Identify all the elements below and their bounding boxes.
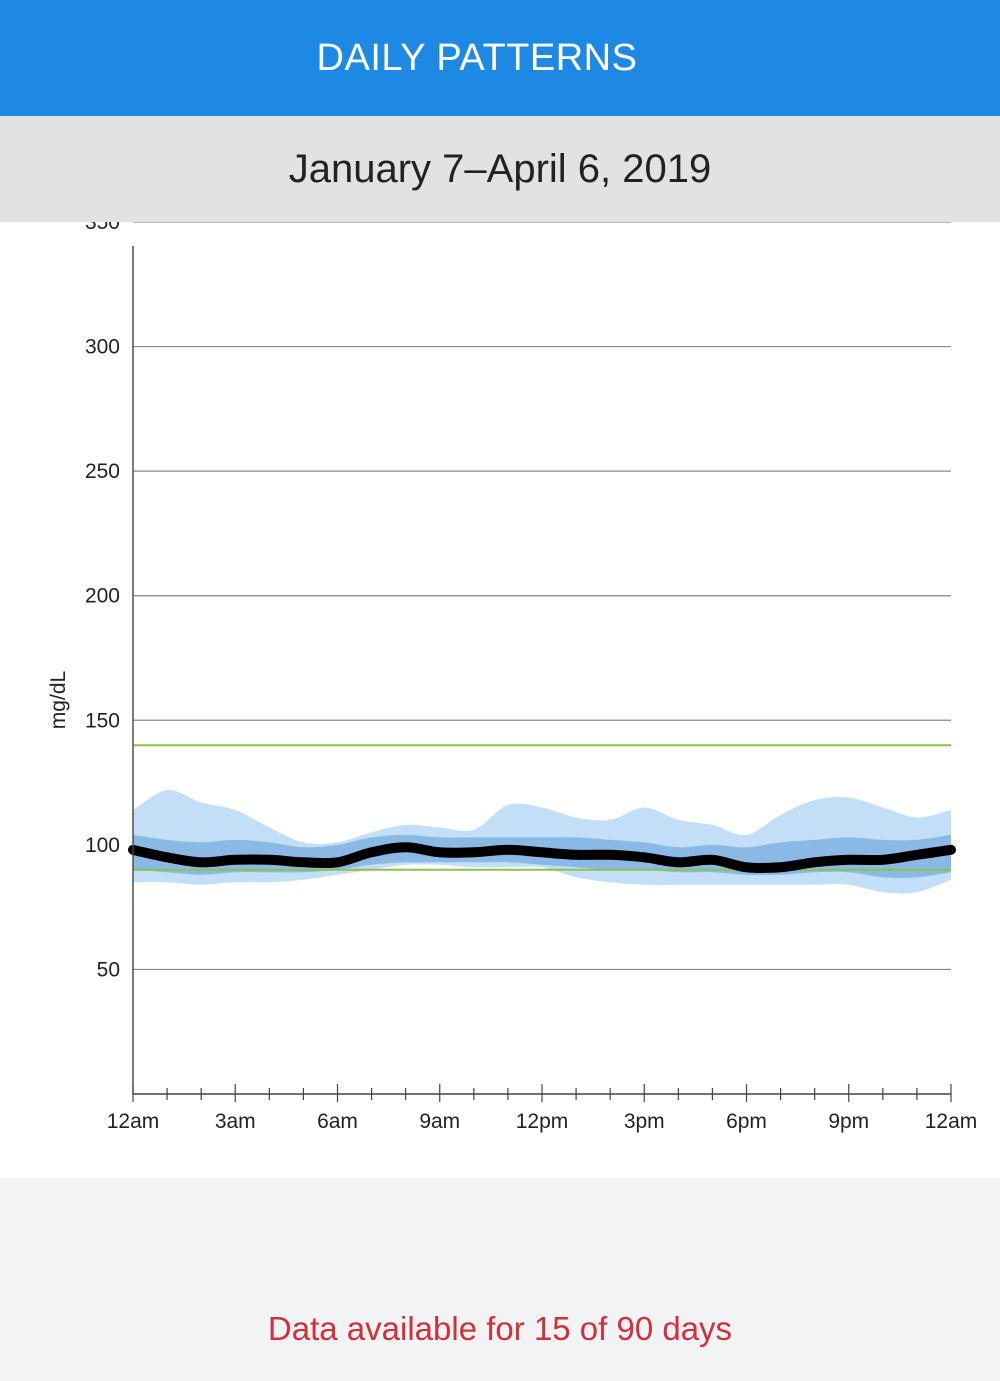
app-header: DAILY PATTERNS xyxy=(0,0,1000,116)
daily-patterns-chart: 50 100 150 200 250 300 350 12am 3am 6am 9am 12pm 3p… xyxy=(0,222,1000,1178)
footer-panel xyxy=(0,1178,1000,1381)
x-tick-label: 6am xyxy=(317,1110,358,1133)
x-tick-label: 6pm xyxy=(726,1110,767,1133)
y-tick-label: 150 xyxy=(85,709,120,732)
y-tick-label: 50 xyxy=(97,958,120,981)
y-tick-label: 200 xyxy=(85,585,120,608)
x-tick-label: 12am xyxy=(107,1110,160,1133)
date-range: January 7–April 6, 2019 xyxy=(288,146,712,191)
data-availability-note: Data available for 15 of 90 days xyxy=(267,1310,733,1347)
y-tick-label: 250 xyxy=(85,460,120,483)
y-axis-labels: 50 100 150 200 250 300 350 xyxy=(85,222,120,981)
y-tick-label: 350 xyxy=(85,222,120,234)
x-axis-ticks xyxy=(132,1084,952,1102)
x-tick-label: 9am xyxy=(419,1110,460,1133)
x-tick-label: 9pm xyxy=(828,1110,869,1133)
date-range-bar: January 7–April 6, 2019 xyxy=(0,116,1000,222)
y-tick-label: 300 xyxy=(85,336,120,359)
median-line xyxy=(128,842,956,874)
x-tick-label: 3am xyxy=(215,1110,256,1133)
page-title: DAILY PATTERNS xyxy=(316,36,638,79)
y-tick-label: 100 xyxy=(85,834,120,857)
y-axis-title: mg/dL xyxy=(47,671,70,729)
x-tick-label: 12pm xyxy=(516,1110,569,1133)
x-tick-label: 3pm xyxy=(624,1110,665,1133)
x-tick-label: 12am xyxy=(925,1110,978,1133)
x-axis-labels: 12am 3am 6am 9am 12pm 3pm 6pm 9pm 12am xyxy=(107,1110,978,1133)
chart-svg: 50 100 150 200 250 300 350 12am 3am 6am 9am 12pm 3p… xyxy=(47,222,978,1133)
